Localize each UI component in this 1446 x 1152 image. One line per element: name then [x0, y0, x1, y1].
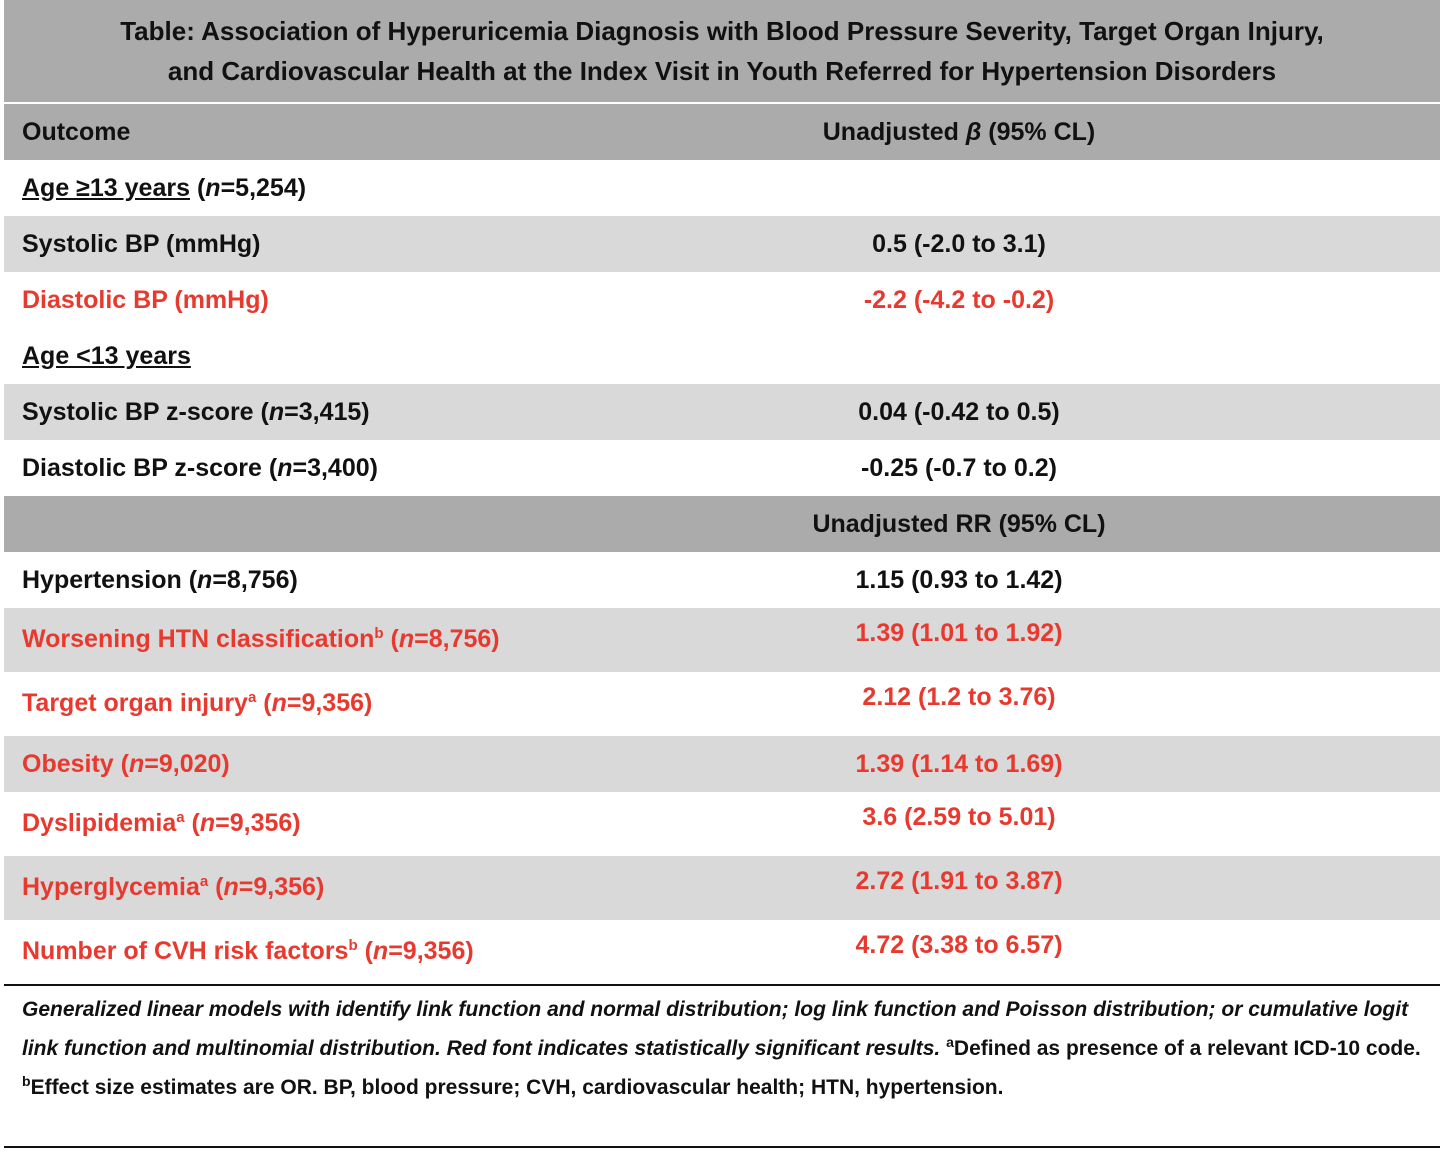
n-symbol: n [199, 809, 216, 837]
n-open: ( [208, 873, 224, 901]
estimate-value: 0.5 (-2.0 to 3.1) [872, 229, 1046, 258]
table-bottom-rule [4, 1146, 1440, 1148]
outcome-label: Hypertension (n=8,756) [22, 566, 298, 595]
outcome-text: Target organ injury [22, 689, 248, 717]
table-row-target-organ: Target organ injurya (n=9,356) 2.12 (1.2… [4, 672, 1440, 736]
beta-symbol: β [965, 117, 982, 146]
n-value: =9,356) [238, 873, 325, 901]
outcome-label: Diastolic BP (mmHg) [22, 285, 269, 314]
footnote-marker: a [247, 689, 257, 706]
estimate-value: 0.04 (-0.42 to 0.5) [858, 397, 1060, 426]
outcome-label: Obesity (n=9,020) [22, 750, 230, 779]
n-symbol: n [205, 173, 221, 202]
estimate-value: 2.12 (1.2 to 3.76) [862, 683, 1056, 711]
n-symbol: n [277, 453, 293, 482]
footnote-top-rule [4, 984, 1440, 986]
table-title-line-1: Table: Association of Hyperuricemia Diag… [120, 16, 1324, 46]
beta-column-header: Unadjusted β (95% CL) [678, 118, 1240, 147]
n-open: ( [256, 689, 272, 717]
footnote-marker-a: a [946, 1034, 954, 1050]
footnote-marker: b [374, 625, 384, 642]
outcome-text: Diastolic BP z-score ( [22, 453, 278, 482]
footnote-marker-b: b [22, 1073, 31, 1089]
table-title-line-2: and Cardiovascular Health at the Index V… [167, 56, 1277, 86]
n-value: =3,400) [292, 453, 378, 482]
outcome-label: Number of CVH risk factorsb (n=9,356) [22, 937, 474, 966]
section-title: Age ≥13 years [22, 173, 190, 202]
n-open: ( [383, 625, 399, 653]
outcome-text: Obesity ( [22, 749, 129, 778]
footnote-marker: a [199, 873, 209, 890]
estimate-value: 2.72 (1.91 to 3.87) [855, 867, 1063, 895]
section-label-age-13-plus: Age ≥13 years (n=5,254) [22, 174, 306, 203]
outcome-label: Worsening HTN classificationb (n=8,756) [22, 625, 500, 654]
table-row-worsening-htn: Worsening HTN classificationb (n=8,756) … [4, 608, 1440, 672]
outcome-label: Hyperglycemiaa (n=9,356) [22, 873, 324, 902]
table-row-hypertension: Hypertension (n=8,756) 1.15 (0.93 to 1.4… [4, 552, 1440, 608]
estimate-value: 1.15 (0.93 to 1.42) [855, 565, 1063, 594]
footnote-methods: Generalized linear models with identify … [22, 998, 1409, 1060]
table-row-diastolic-bp: Diastolic BP (mmHg) -2.2 (-4.2 to -0.2) [4, 272, 1440, 328]
n-symbol: n [398, 625, 415, 653]
table-row-cvh-risk-factors: Number of CVH risk factorsb (n=9,356) 4.… [4, 920, 1440, 984]
n-symbol: n [268, 397, 285, 426]
table-row-obesity: Obesity (n=9,020) 1.39 (1.14 to 1.69) [4, 736, 1440, 792]
n-value: =9,356) [388, 937, 474, 965]
n-value: =9,020) [144, 749, 230, 778]
outcome-text: Systolic BP z-score ( [22, 397, 269, 426]
n-symbol: n [223, 873, 239, 901]
column-header-row: Outcome Unadjusted β (95% CL) [4, 104, 1440, 160]
outcome-text: Hypertension ( [22, 565, 198, 594]
outcome-text: Number of CVH risk factors [22, 937, 349, 965]
rr-column-header: Unadjusted RR (95% CL) [812, 509, 1106, 538]
n-symbol: n [372, 937, 389, 965]
n-value: =8,756) [414, 625, 500, 653]
table-row-systolic-z: Systolic BP z-score (n=3,415) 0.04 (-0.4… [4, 384, 1440, 440]
table-footnote: Generalized linear models with identify … [22, 990, 1427, 1107]
section-row-age-13-plus: Age ≥13 years (n=5,254) [4, 160, 1440, 216]
table-row-diastolic-z: Diastolic BP z-score (n=3,400) -0.25 (-0… [4, 440, 1440, 496]
outcome-label: Diastolic BP z-score (n=3,400) [22, 454, 378, 483]
rr-header-row: Unadjusted RR (95% CL) [4, 496, 1440, 552]
n-symbol: n [197, 565, 213, 594]
outcome-label: Systolic BP (mmHg) [22, 229, 261, 258]
outcome-text: Dyslipidemia [22, 809, 177, 837]
section-row-age-under-13: Age <13 years [4, 328, 1440, 384]
table-row-systolic-bp: Systolic BP (mmHg) 0.5 (-2.0 to 3.1) [4, 216, 1440, 272]
estimate-value: -0.25 (-0.7 to 0.2) [861, 453, 1057, 482]
outcome-label: Dyslipidemiaa (n=9,356) [22, 809, 301, 838]
n-symbol: n [271, 689, 287, 717]
n-value: =9,356) [286, 689, 373, 717]
section-label-age-under-13: Age <13 years [22, 341, 191, 370]
table-title: Table: Association of Hyperuricemia Diag… [4, 0, 1440, 102]
n-open: ( [190, 173, 206, 202]
n-value: =3,415) [284, 397, 370, 426]
beta-header-suffix: (95% CL) [981, 117, 1096, 146]
estimate-value: 4.72 (3.38 to 6.57) [855, 931, 1063, 959]
n-symbol: n [128, 749, 145, 778]
n-value: =5,254) [220, 173, 307, 202]
footnote-marker: b [348, 937, 358, 954]
n-value: =8,756) [212, 565, 298, 594]
outcome-label: Target organ injurya (n=9,356) [22, 689, 372, 718]
footnote-marker: a [176, 809, 185, 826]
estimate-value: 1.39 (1.01 to 1.92) [855, 619, 1063, 647]
n-open: ( [357, 937, 373, 965]
outcome-text: Worsening HTN classification [22, 625, 375, 653]
n-value: =9,356) [215, 809, 301, 837]
estimate-value: 3.6 (2.59 to 5.01) [862, 803, 1056, 831]
footnote-a-text: Defined as presence of a relevant ICD-10… [953, 1037, 1421, 1060]
estimate-value: 1.39 (1.14 to 1.69) [855, 749, 1063, 778]
footnote-b-text: Effect size estimates are OR. BP, blood … [30, 1076, 1004, 1099]
table-row-hyperglycemia: Hyperglycemiaa (n=9,356) 2.72 (1.91 to 3… [4, 856, 1440, 920]
n-open: ( [184, 809, 200, 837]
table-row-dyslipidemia: Dyslipidemiaa (n=9,356) 3.6 (2.59 to 5.0… [4, 792, 1440, 856]
outcome-text: Hyperglycemia [22, 873, 200, 901]
beta-header-prefix: Unadjusted [822, 117, 966, 146]
estimate-value: -2.2 (-4.2 to -0.2) [863, 285, 1055, 314]
outcome-column-header: Outcome [22, 117, 131, 146]
outcome-label: Systolic BP z-score (n=3,415) [22, 398, 370, 427]
